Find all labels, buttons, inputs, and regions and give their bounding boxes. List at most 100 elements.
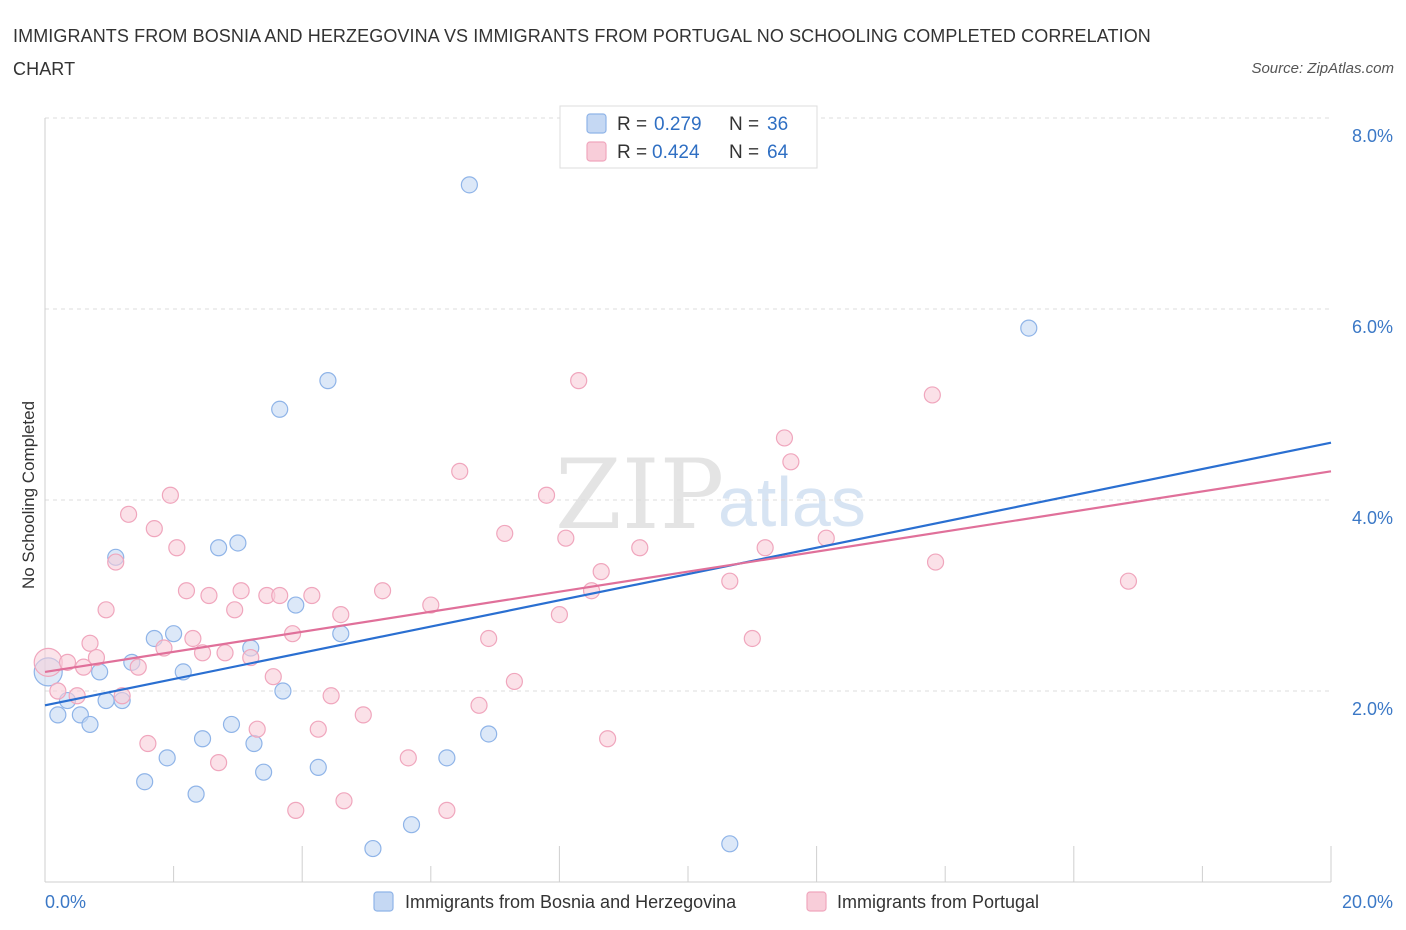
portugal-point (184, 629, 202, 648)
series-legend-label-portugal: Immigrants from Portugal (837, 892, 1039, 912)
portugal-point (303, 586, 321, 605)
legend-n-label-bosnia: N = (729, 114, 759, 135)
legend-n-value-portugal: 64 (767, 142, 789, 163)
legend-r-label-portugal: R = (617, 142, 647, 163)
portugal-point (210, 754, 228, 772)
bosnia-point (81, 715, 99, 734)
stats-legend: R = 0.279 N = 36 R = 0.424 N = 64 (559, 105, 818, 169)
portugal-point (1119, 572, 1138, 590)
series-legend-swatch-portugal (806, 891, 827, 912)
portugal-point (107, 553, 125, 571)
portugal-point (599, 730, 617, 748)
portugal-point (537, 486, 556, 504)
bosnia-point (193, 730, 212, 748)
portugal-point (721, 572, 739, 590)
legend-r-label-bosnia: R = (617, 114, 647, 135)
portugal-point (248, 720, 266, 738)
legend-swatch-portugal (586, 141, 607, 162)
y-tick-label: 8.0% (1352, 126, 1393, 146)
legend-n-label-portugal: N = (729, 142, 759, 163)
bosnia-point (91, 663, 109, 681)
portugal-point (756, 539, 774, 557)
legend-swatch-bosnia (586, 113, 607, 134)
bosnia-point (402, 816, 421, 834)
portugal-point (139, 734, 157, 753)
bosnia-point (229, 534, 247, 552)
portugal-point (81, 634, 99, 652)
trend-line-portugal (44, 470, 1332, 673)
portugal-point (119, 505, 138, 523)
portugal-point (287, 801, 305, 819)
portugal-point (271, 586, 289, 605)
portugal-point (97, 601, 115, 619)
y-tick-label: 6.0% (1352, 317, 1393, 337)
series-legend-label-bosnia: Immigrants from Bosnia and Herzegovina (405, 892, 737, 912)
portugal-point (177, 582, 196, 600)
portugal-point (923, 386, 941, 404)
bosnia-point (271, 400, 289, 418)
x-tick-label-min: 0.0% (45, 892, 86, 912)
series-bosnia-points (33, 176, 1038, 858)
series-legend-swatch-bosnia (373, 891, 394, 912)
x-ticks (44, 846, 1332, 882)
watermark-zip: ZIP (555, 439, 724, 551)
portugal-point (161, 486, 179, 504)
portugal-point (505, 672, 523, 691)
series-legend: Immigrants from Bosnia and Herzegovina I… (373, 891, 1039, 912)
bosnia-point (165, 625, 183, 643)
bosnia-point (287, 596, 305, 614)
bosnia-point (49, 706, 67, 724)
bosnia-point (364, 839, 382, 858)
legend-n-value-bosnia: 36 (767, 114, 788, 135)
portugal-point (145, 520, 163, 538)
series-portugal-points (33, 372, 1138, 819)
bosnia-point (1020, 319, 1038, 337)
trend-line-bosnia (44, 441, 1332, 707)
portugal-point (87, 648, 106, 667)
portugal-point (775, 429, 794, 447)
portugal-point (322, 687, 340, 705)
portugal-point (264, 668, 282, 686)
portugal-point (438, 801, 456, 819)
trend-lines (44, 441, 1332, 707)
chart-title: IMMIGRANTS FROM BOSNIA AND HERZEGOVINA V… (13, 26, 1151, 79)
bosnia-point (460, 176, 478, 194)
y-tick-labels: 2.0% 4.0% 6.0% 8.0% (1352, 126, 1393, 719)
portugal-point (309, 720, 327, 738)
portugal-point (496, 524, 514, 543)
x-tick-label-max: 20.0% (1342, 892, 1393, 912)
bosnia-point (274, 682, 292, 700)
bosnia-point (721, 835, 739, 853)
portugal-point (557, 529, 575, 547)
portugal-point (49, 682, 67, 700)
portugal-point (399, 749, 417, 767)
portugal-point (354, 706, 372, 724)
bosnia-point (136, 773, 154, 791)
bosnia-point (222, 715, 241, 734)
portugal-point (550, 605, 569, 624)
source-label: Source: ZipAtlas.com (1251, 60, 1394, 77)
bosnia-point (480, 725, 498, 743)
portugal-point (129, 658, 147, 676)
portugal-point (480, 629, 498, 648)
bosnia-point (332, 625, 350, 643)
portugal-point (216, 644, 234, 662)
portugal-point (335, 792, 353, 810)
portugal-point (58, 653, 77, 671)
bosnia-point (319, 372, 337, 390)
y-tick-label: 4.0% (1352, 508, 1393, 528)
portugal-point (782, 453, 800, 471)
portugal-point (743, 629, 761, 648)
portugal-point (451, 462, 469, 480)
portugal-point (422, 596, 440, 614)
portugal-point (470, 696, 488, 714)
y-tick-label: 2.0% (1352, 699, 1393, 719)
legend-r-value-bosnia: 0.279 (654, 114, 702, 135)
portugal-point (592, 563, 610, 581)
portugal-point (226, 601, 244, 619)
portugal-point (570, 372, 588, 390)
bosnia-point (210, 539, 228, 557)
portugal-point (332, 605, 350, 624)
portugal-point (631, 539, 649, 557)
